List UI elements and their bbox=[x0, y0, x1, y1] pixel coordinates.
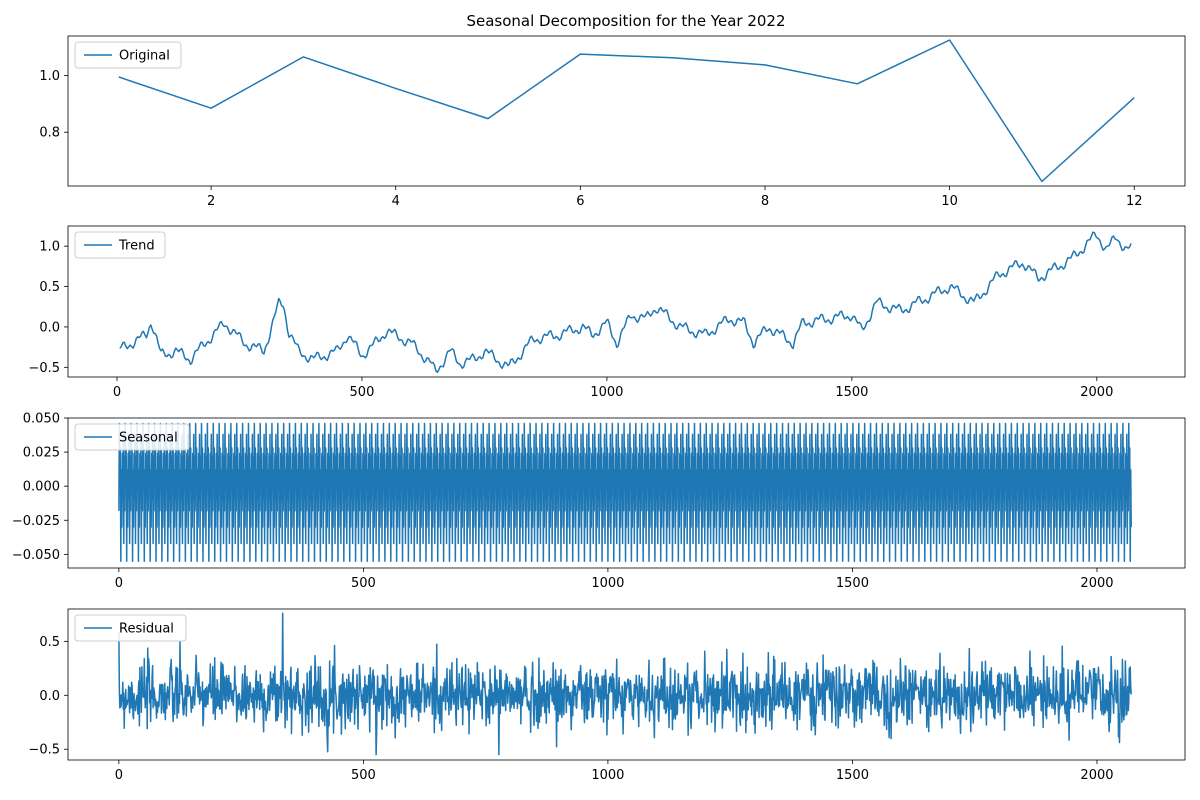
figure-title: Seasonal Decomposition for the Year 2022 bbox=[466, 12, 785, 30]
x-tick-label: 1000 bbox=[591, 768, 624, 783]
y-tick-label: −0.025 bbox=[12, 514, 60, 529]
trend-series-line bbox=[119, 231, 1132, 374]
legend-box bbox=[74, 231, 166, 259]
x-tick-label: 1500 bbox=[836, 576, 869, 591]
x-tick-label: 500 bbox=[351, 768, 376, 783]
legend-box bbox=[74, 614, 187, 642]
y-tick-label: 0.5 bbox=[39, 635, 60, 650]
y-tick-label: 0.0 bbox=[39, 320, 60, 335]
x-tick-label: 0 bbox=[113, 385, 121, 400]
axes-frame bbox=[67, 417, 1186, 569]
subplot-residual: 0 500 1000 1500 2000 −0.5 0.0 0.5 Residual bbox=[28, 608, 1186, 783]
legend-label: Original bbox=[119, 49, 170, 64]
subplots: 2 4 6 8 10 12 0.8 1.0 Original 0 500 1000 1500 2000 −0… bbox=[12, 35, 1186, 783]
y-tick-label: 0.025 bbox=[23, 446, 60, 461]
x-tick-label: 6 bbox=[576, 194, 584, 209]
x-tick-label: 2000 bbox=[1080, 576, 1113, 591]
x-tick-label: 500 bbox=[351, 576, 376, 591]
x-tick-label: 500 bbox=[350, 385, 375, 400]
y-tick-label: 0.0 bbox=[39, 689, 60, 704]
x-tick-label: 12 bbox=[1126, 194, 1143, 209]
subplot-original: 2 4 6 8 10 12 0.8 1.0 Original bbox=[39, 35, 1186, 209]
y-tick-label: 0.5 bbox=[39, 280, 60, 295]
x-tick-label: 4 bbox=[392, 194, 400, 209]
legend-label: Residual bbox=[119, 622, 174, 637]
y-tick-label: 0.000 bbox=[23, 480, 60, 495]
x-tick-label: 1500 bbox=[836, 768, 869, 783]
y-tick-label: 0.050 bbox=[23, 412, 60, 427]
legend-box bbox=[74, 41, 182, 69]
legend: Seasonal bbox=[74, 423, 190, 451]
subplot-trend: 0 500 1000 1500 2000 −0.5 0.0 0.5 1.0 Trend bbox=[28, 225, 1186, 400]
x-tick-label: 2 bbox=[207, 194, 215, 209]
x-tick-label: 10 bbox=[941, 194, 958, 209]
x-tick-label: 8 bbox=[761, 194, 769, 209]
axes-frame bbox=[67, 225, 1186, 378]
x-tick-label: 2000 bbox=[1080, 768, 1113, 783]
axes-frame bbox=[67, 35, 1186, 187]
original-series-line bbox=[118, 39, 1135, 183]
x-tick-label: 1500 bbox=[835, 385, 868, 400]
subplot-seasonal: 0 500 1000 1500 2000 −0.050 −0.025 0.000 0.025 0.… bbox=[12, 412, 1186, 591]
x-tick-label: 0 bbox=[115, 768, 123, 783]
y-tick-label: −0.5 bbox=[28, 743, 60, 758]
legend-box bbox=[74, 423, 190, 451]
legend: Trend bbox=[74, 231, 166, 259]
legend: Original bbox=[74, 41, 182, 69]
legend: Residual bbox=[74, 614, 187, 642]
seasonal-series-line bbox=[118, 422, 1132, 562]
legend-label: Seasonal bbox=[119, 431, 178, 446]
x-tick-label: 2000 bbox=[1080, 385, 1113, 400]
y-tick-label: 0.8 bbox=[39, 126, 60, 141]
y-tick-label: −0.5 bbox=[28, 361, 60, 376]
y-tick-label: 1.0 bbox=[39, 240, 60, 255]
axes-frame bbox=[67, 608, 1186, 761]
x-tick-label: 0 bbox=[115, 576, 123, 591]
residual-series-line bbox=[118, 612, 1132, 756]
y-tick-label: 1.0 bbox=[39, 69, 60, 84]
y-tick-label: −0.050 bbox=[12, 548, 60, 563]
legend-label: Trend bbox=[118, 239, 155, 254]
x-tick-label: 1000 bbox=[590, 385, 623, 400]
x-tick-label: 1000 bbox=[591, 576, 624, 591]
